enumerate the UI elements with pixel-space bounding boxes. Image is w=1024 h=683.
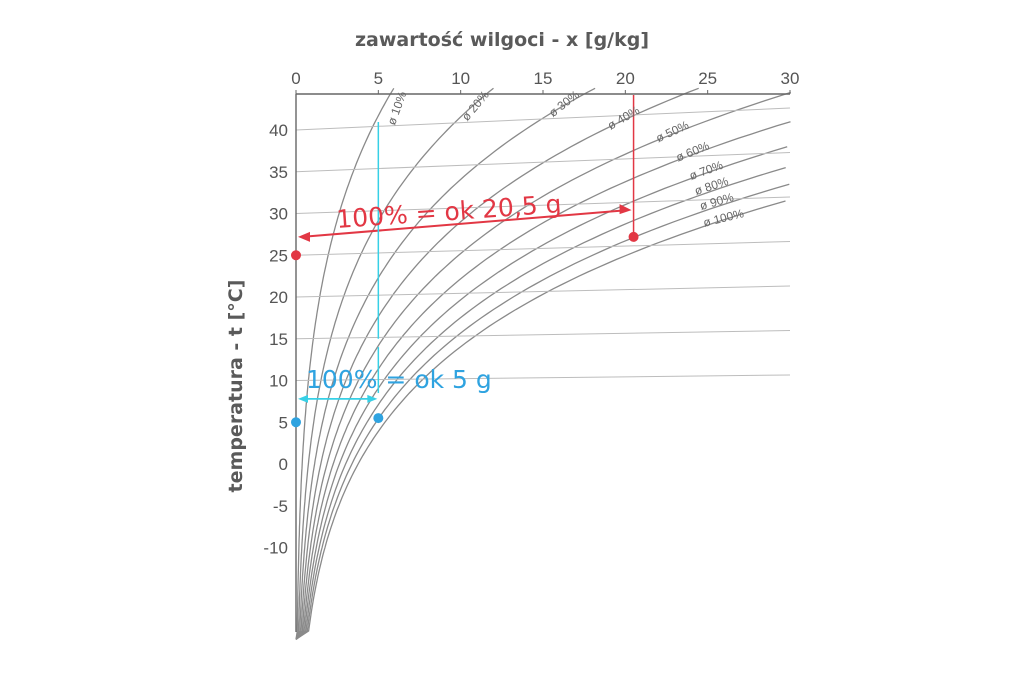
rh-curves bbox=[295, 87, 791, 640]
blue-dot-curve bbox=[373, 413, 384, 424]
cyan-arrow-head-left bbox=[298, 394, 308, 403]
x-tick-label-3: 15 bbox=[534, 69, 553, 88]
annotation-lines bbox=[298, 95, 635, 403]
y-tick-label-7: 5 bbox=[279, 413, 288, 432]
y-tick-label-1: 35 bbox=[269, 163, 288, 182]
x-tick-label-4: 20 bbox=[616, 69, 635, 88]
rh-label-1: ø 10% bbox=[384, 89, 409, 127]
rh-curve-5 bbox=[295, 91, 791, 640]
y-tick-label-6: 10 bbox=[269, 372, 288, 391]
axes bbox=[295, 93, 790, 632]
y-tick-label-0: 40 bbox=[269, 121, 288, 140]
isotherm-1 bbox=[295, 107, 791, 131]
x-tick-label-1: 5 bbox=[374, 69, 383, 88]
red-arrow-line bbox=[301, 209, 628, 238]
blue-annotation-label: 100% = ok 5 g bbox=[306, 365, 492, 394]
y-tick-label-8: 0 bbox=[279, 455, 288, 474]
rh-curve-2 bbox=[295, 87, 494, 640]
y-axis-title: temperatura - t [°C] bbox=[225, 280, 247, 493]
isotherm-6 bbox=[295, 330, 791, 340]
x-axis-title: zawartość wilgoci - x [g/kg] bbox=[355, 29, 649, 51]
rh-curve-4 bbox=[295, 87, 699, 640]
tick-labels: 0 5 10 15 20 25 30 40 35 30 25 20 15 10 5 0 -5 -10 bbox=[263, 69, 799, 558]
rh-label-5: ø 50% bbox=[654, 118, 692, 145]
rh-curve-7 bbox=[295, 146, 788, 640]
y-tick-label-2: 30 bbox=[269, 205, 288, 224]
y-tick-label-4: 20 bbox=[269, 288, 288, 307]
isotherm-4 bbox=[295, 241, 791, 256]
y-tick-label-10: -10 bbox=[263, 539, 288, 558]
rh-curve-1 bbox=[295, 87, 395, 640]
x-tick-label-5: 25 bbox=[698, 69, 717, 88]
red-dot-curve bbox=[628, 231, 639, 242]
rh-label-2: ø 20% bbox=[459, 88, 492, 124]
red-arrow-head-left bbox=[298, 231, 310, 242]
rh-label-3: ø 30% bbox=[546, 87, 582, 120]
rh-curve-6 bbox=[295, 121, 791, 640]
annotation-points bbox=[291, 231, 639, 428]
red-annotation-label: 100% = ok 20,5 g bbox=[335, 189, 562, 234]
rh-label-6: ø 60% bbox=[674, 138, 712, 164]
red-arrow-head-right bbox=[619, 204, 632, 215]
x-tick-label-2: 10 bbox=[451, 69, 470, 88]
blue-dot-axis bbox=[291, 417, 301, 428]
y-tick-label-5: 15 bbox=[269, 330, 288, 349]
y-tick-label-3: 25 bbox=[269, 246, 288, 265]
red-dot-axis bbox=[291, 250, 301, 261]
rh-curve-10 bbox=[295, 200, 786, 640]
rh-curve-3 bbox=[295, 87, 596, 640]
rh-curve-9 bbox=[295, 183, 790, 640]
x-tick-label-0: 0 bbox=[291, 69, 300, 88]
rh-label-4: ø 40% bbox=[605, 103, 642, 133]
x-tick-label-6: 30 bbox=[781, 69, 800, 88]
rh-curve-8 bbox=[295, 166, 786, 640]
y-tick-label-9: -5 bbox=[273, 497, 288, 516]
cyan-arrow-head-right bbox=[367, 394, 378, 403]
